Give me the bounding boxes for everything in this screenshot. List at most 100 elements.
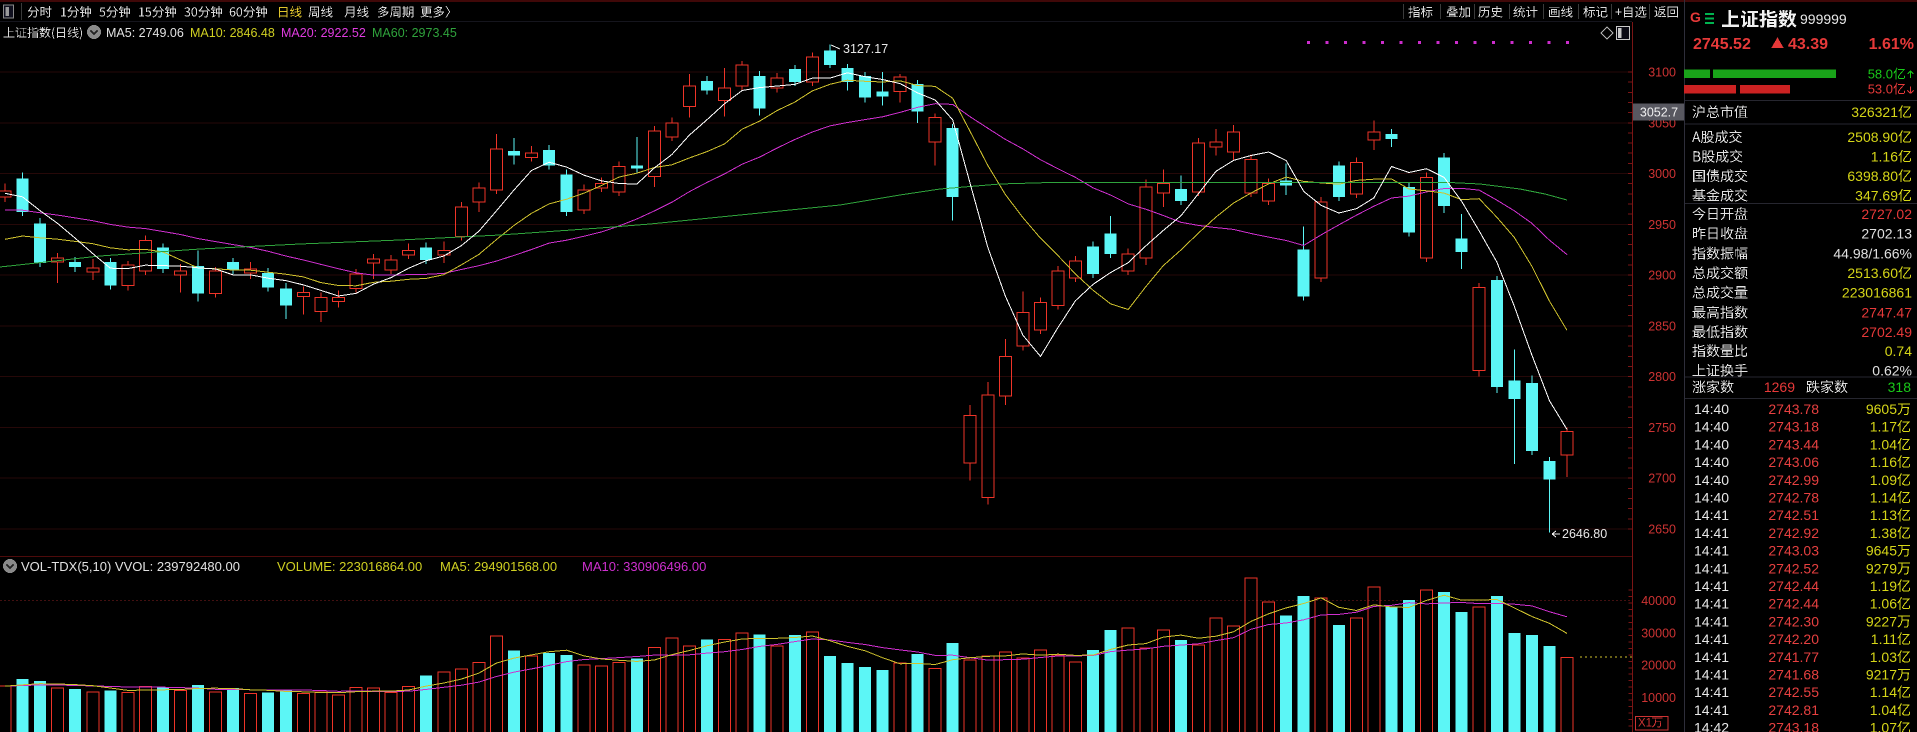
svg-text:MA60: 2973.45: MA60: 2973.45 (372, 26, 457, 40)
svg-text:2900: 2900 (1648, 269, 1676, 283)
svg-text:14:40: 14:40 (1694, 490, 1729, 506)
svg-text:2743.44: 2743.44 (1768, 436, 1819, 452)
svg-text:2727.02: 2727.02 (1861, 206, 1912, 222)
svg-text:1269: 1269 (1764, 379, 1795, 395)
svg-text:2700: 2700 (1648, 472, 1676, 486)
svg-text:2745.52: 2745.52 (1693, 36, 1751, 53)
svg-text:2702.13: 2702.13 (1861, 226, 1912, 242)
svg-text:2742.52: 2742.52 (1768, 560, 1819, 576)
svg-text:0.62%: 0.62% (1872, 363, 1912, 379)
svg-text:1.14: 1.14 (1870, 684, 1897, 700)
svg-text:2742.51: 2742.51 (1768, 507, 1819, 523)
svg-text:999999: 999999 (1800, 11, 1847, 27)
svg-text:2747.47: 2747.47 (1861, 305, 1912, 321)
svg-text:14:41: 14:41 (1694, 596, 1729, 612)
svg-text:9279: 9279 (1866, 560, 1897, 576)
svg-text:2800: 2800 (1648, 370, 1676, 384)
svg-text:2702.49: 2702.49 (1861, 324, 1912, 340)
svg-text:2741.68: 2741.68 (1768, 667, 1819, 683)
svg-text:1.04: 1.04 (1870, 702, 1897, 718)
svg-text:10000: 10000 (1641, 691, 1676, 705)
svg-text:1.11: 1.11 (1871, 631, 1897, 647)
svg-text:3127.17: 3127.17 (843, 42, 888, 56)
svg-text:14:41: 14:41 (1694, 560, 1729, 576)
svg-text:14:41: 14:41 (1694, 702, 1729, 718)
svg-text:2742.78: 2742.78 (1768, 490, 1819, 506)
svg-text:14:41: 14:41 (1694, 684, 1729, 700)
svg-text:2743.78: 2743.78 (1768, 401, 1819, 417)
svg-text:3052.7: 3052.7 (1640, 106, 1678, 120)
svg-text:2742.81: 2742.81 (1768, 702, 1819, 718)
svg-text:2742.30: 2742.30 (1768, 613, 1819, 629)
svg-text:9227: 9227 (1866, 613, 1897, 629)
svg-text:0.74: 0.74 (1885, 343, 1912, 359)
svg-text:2743.18: 2743.18 (1768, 720, 1819, 732)
svg-text:14:40: 14:40 (1694, 472, 1729, 488)
svg-text:1.61%: 1.61% (1869, 36, 1914, 53)
svg-text:14:42: 14:42 (1694, 720, 1729, 732)
svg-text:MA5: 294901568.00: MA5: 294901568.00 (440, 559, 557, 574)
svg-text:2750: 2750 (1648, 421, 1676, 435)
svg-text:VOL-TDX(5,10) VVOL: 239792480.: VOL-TDX(5,10) VVOL: 239792480.00 (21, 559, 240, 574)
svg-text:VOLUME: 223016864.00: VOLUME: 223016864.00 (277, 559, 422, 574)
svg-text:3000: 3000 (1648, 167, 1676, 181)
svg-text:1.38: 1.38 (1870, 525, 1897, 541)
svg-text:14:41: 14:41 (1694, 613, 1729, 629)
svg-text:2742.92: 2742.92 (1768, 525, 1819, 541)
svg-text:3100: 3100 (1648, 66, 1676, 80)
svg-text:14:41: 14:41 (1694, 543, 1729, 559)
svg-text:14:40: 14:40 (1694, 419, 1729, 435)
svg-text:2743.03: 2743.03 (1768, 543, 1819, 559)
svg-text:2742.44: 2742.44 (1768, 578, 1819, 594)
svg-text:14:41: 14:41 (1694, 667, 1729, 683)
svg-text:MA10: 2846.48: MA10: 2846.48 (190, 26, 275, 40)
svg-text:MA20: 2922.52: MA20: 2922.52 (281, 26, 366, 40)
svg-text:1.07: 1.07 (1870, 720, 1897, 732)
svg-text:2508.90: 2508.90 (1847, 129, 1898, 145)
svg-text:318: 318 (1888, 379, 1912, 395)
svg-text:20000: 20000 (1641, 659, 1676, 673)
svg-text:G: G (1690, 9, 1701, 25)
svg-text:2513.60: 2513.60 (1847, 265, 1898, 281)
svg-text:2742.44: 2742.44 (1768, 596, 1819, 612)
svg-text:2741.77: 2741.77 (1768, 649, 1819, 665)
svg-text:1.16: 1.16 (1870, 454, 1897, 470)
svg-text:X1: X1 (1638, 718, 1652, 730)
svg-text:43.39: 43.39 (1788, 36, 1828, 53)
svg-text:2742.20: 2742.20 (1768, 631, 1819, 647)
svg-text:9605: 9605 (1866, 401, 1897, 417)
svg-text:6398.80: 6398.80 (1847, 168, 1898, 184)
svg-text:1.04: 1.04 (1870, 436, 1897, 452)
svg-text:14:40: 14:40 (1694, 436, 1729, 452)
svg-text:2950: 2950 (1648, 218, 1676, 232)
svg-text:2742.99: 2742.99 (1768, 472, 1819, 488)
svg-text:9217: 9217 (1866, 667, 1897, 683)
svg-text:1.16: 1.16 (1871, 149, 1898, 165)
svg-text:58.0: 58.0 (1868, 67, 1893, 82)
svg-text:2743.18: 2743.18 (1768, 419, 1819, 435)
svg-text:9645: 9645 (1866, 543, 1897, 559)
svg-text:326321: 326321 (1851, 104, 1898, 120)
svg-text:1.14: 1.14 (1870, 490, 1897, 506)
svg-text:2650: 2650 (1648, 523, 1676, 537)
svg-text:223016861: 223016861 (1842, 285, 1912, 301)
svg-text:14:41: 14:41 (1694, 578, 1729, 594)
svg-text:14:40: 14:40 (1694, 454, 1729, 470)
svg-text:14:41: 14:41 (1694, 507, 1729, 523)
svg-text:347.69: 347.69 (1855, 188, 1898, 204)
svg-text:1.17: 1.17 (1870, 419, 1897, 435)
svg-text:2646.80: 2646.80 (1562, 527, 1607, 541)
svg-text:MA5: 2749.06: MA5: 2749.06 (106, 26, 184, 40)
svg-text:14:40: 14:40 (1694, 401, 1729, 417)
svg-text:1.09: 1.09 (1870, 472, 1897, 488)
svg-text:1.03: 1.03 (1870, 649, 1897, 665)
svg-text:1.06: 1.06 (1870, 596, 1897, 612)
svg-text:MA10: 330906496.00: MA10: 330906496.00 (582, 559, 706, 574)
svg-text:14:41: 14:41 (1694, 525, 1729, 541)
svg-text:14:41: 14:41 (1694, 649, 1729, 665)
svg-text:2743.06: 2743.06 (1768, 454, 1819, 470)
svg-text:1.13: 1.13 (1870, 507, 1897, 523)
svg-text:2850: 2850 (1648, 319, 1676, 333)
svg-text:2742.55: 2742.55 (1768, 684, 1819, 700)
svg-text:30000: 30000 (1641, 626, 1676, 640)
